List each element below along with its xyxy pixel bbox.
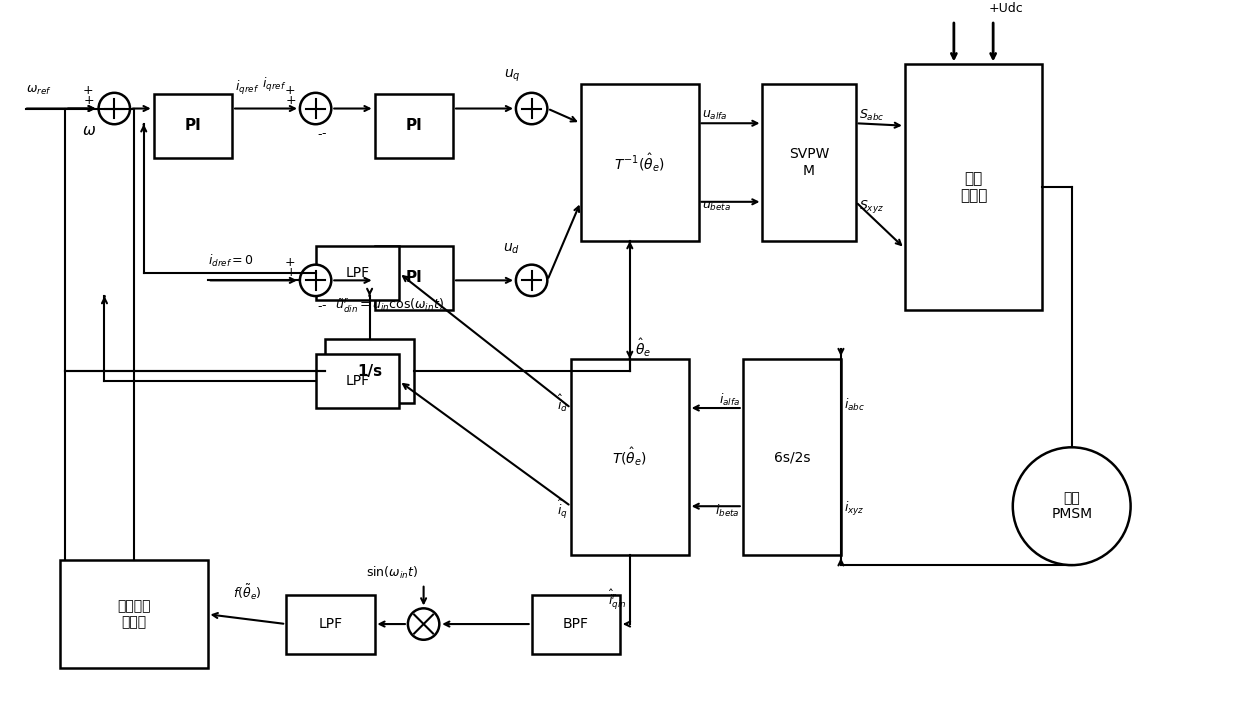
Bar: [316, 246, 399, 300]
Text: LPF: LPF: [345, 266, 370, 280]
Text: $\hat{i}_q$: $\hat{i}_q$: [557, 498, 568, 521]
Text: BPF: BPF: [563, 617, 589, 631]
Bar: [154, 94, 232, 158]
Text: SVPW
M: SVPW M: [789, 147, 830, 177]
Circle shape: [98, 93, 130, 124]
Text: $S_{abc}$: $S_{abc}$: [858, 108, 884, 123]
Text: LPF: LPF: [319, 617, 342, 631]
Bar: [374, 246, 453, 310]
Text: $i_{abc}$: $i_{abc}$: [844, 397, 866, 413]
Bar: [325, 339, 414, 403]
Text: $i_{xyz}$: $i_{xyz}$: [844, 500, 864, 518]
Circle shape: [516, 265, 547, 296]
Text: $u_{beta}$: $u_{beta}$: [702, 200, 730, 213]
Text: -: -: [317, 300, 322, 313]
Text: +Udc: +Udc: [988, 2, 1023, 15]
Text: PI: PI: [185, 118, 201, 133]
Text: $u_{alfa}$: $u_{alfa}$: [702, 109, 727, 122]
Bar: [580, 84, 698, 241]
Text: $\hat{i}^r_{qin}$: $\hat{i}^r_{qin}$: [608, 588, 627, 612]
Circle shape: [300, 93, 331, 124]
Circle shape: [300, 265, 331, 296]
Text: $\tilde{u}^r_{din}=u_{in}\cos(\omega_{in}t)$: $\tilde{u}^r_{din}=u_{in}\cos(\omega_{in…: [335, 296, 444, 315]
Circle shape: [408, 608, 439, 640]
Text: 位置跟踪
观测器: 位置跟踪 观测器: [117, 599, 151, 629]
Text: +: +: [284, 256, 295, 269]
Text: +: +: [84, 94, 94, 107]
Text: $S_{xyz}$: $S_{xyz}$: [858, 199, 884, 215]
Text: $\hat{\theta}_e$: $\hat{\theta}_e$: [635, 337, 651, 360]
Text: $i_{dref}=0$: $i_{dref}=0$: [207, 253, 253, 269]
Text: +: +: [284, 84, 295, 96]
Text: $i_{qref}$: $i_{qref}$: [234, 79, 259, 96]
Text: $\omega$: $\omega$: [82, 123, 95, 138]
Text: $T(\hat{\theta}_e)$: $T(\hat{\theta}_e)$: [613, 446, 647, 468]
Text: +: +: [285, 94, 296, 107]
Bar: [286, 595, 374, 653]
Circle shape: [516, 93, 547, 124]
Bar: [532, 595, 620, 653]
Text: 六相
PMSM: 六相 PMSM: [1052, 491, 1092, 522]
Text: 六相
逆变桥: 六相 逆变桥: [960, 171, 987, 203]
Text: $i_{beta}$: $i_{beta}$: [715, 503, 740, 519]
Text: $f(\tilde{\theta}_e)$: $f(\tilde{\theta}_e)$: [233, 583, 262, 603]
Text: -: -: [321, 299, 326, 312]
Text: $u_q$: $u_q$: [503, 68, 521, 84]
Bar: [763, 84, 856, 241]
Bar: [743, 359, 841, 555]
Text: PI: PI: [405, 270, 422, 285]
Bar: [570, 359, 688, 555]
Text: +: +: [83, 84, 94, 96]
Text: $\sin(\omega_{in}t)$: $\sin(\omega_{in}t)$: [366, 565, 419, 581]
Text: +: +: [285, 266, 296, 279]
Text: -: -: [321, 127, 326, 140]
Text: PI: PI: [405, 118, 422, 133]
Text: 1/s: 1/s: [357, 364, 382, 379]
Text: -: -: [317, 128, 322, 142]
Text: $i_{qref}$: $i_{qref}$: [262, 76, 286, 94]
Text: $\hat{i}_d$: $\hat{i}_d$: [557, 393, 568, 414]
Text: $i_{alfa}$: $i_{alfa}$: [719, 392, 740, 408]
Text: $\omega_{ref}$: $\omega_{ref}$: [26, 84, 52, 96]
Bar: [316, 354, 399, 408]
Text: $u_d$: $u_d$: [503, 241, 521, 256]
Bar: [61, 560, 207, 668]
Bar: [374, 94, 453, 158]
Text: 6s/2s: 6s/2s: [774, 450, 810, 464]
Circle shape: [1013, 447, 1131, 565]
Text: LPF: LPF: [345, 374, 370, 388]
Bar: [905, 64, 1043, 310]
Text: $T^{-1}(\hat{\theta}_e)$: $T^{-1}(\hat{\theta}_e)$: [614, 151, 665, 174]
